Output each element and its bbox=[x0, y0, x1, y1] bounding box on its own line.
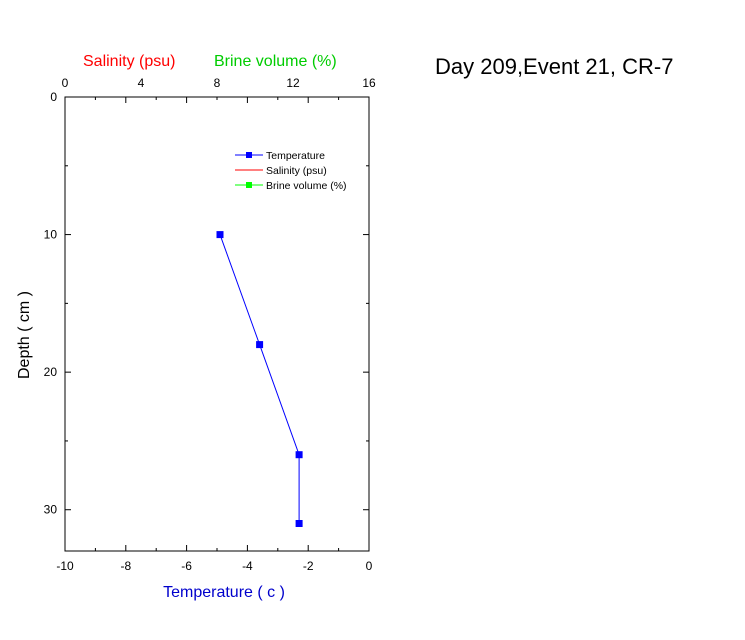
top-axis-label-brine: Brine volume (%) bbox=[214, 53, 337, 70]
x-axis-title: Temperature ( c ) bbox=[163, 584, 285, 601]
y-tick-label: 0 bbox=[50, 90, 57, 104]
x-tick-label: -6 bbox=[181, 559, 192, 573]
x-tick-label: -10 bbox=[56, 559, 74, 573]
y-tick-label: 20 bbox=[44, 365, 58, 379]
legend-label-brine: Brine volume (%) bbox=[266, 180, 347, 192]
top-tick-label: 8 bbox=[214, 76, 221, 90]
legend-marker-brine bbox=[246, 182, 252, 188]
top-tick-label: 4 bbox=[138, 76, 145, 90]
x-tick-label: -2 bbox=[303, 559, 314, 573]
top-tick-label: 16 bbox=[362, 76, 376, 90]
legend: Temperature Salinity (psu) Brine volume … bbox=[235, 150, 347, 192]
x-tick-label: -4 bbox=[242, 559, 253, 573]
data-point-2 bbox=[295, 451, 303, 459]
y-axis-title: Depth ( cm ) bbox=[16, 291, 33, 379]
top-tick-label: 0 bbox=[62, 76, 69, 90]
top-axis-label-salinity: Salinity (psu) bbox=[83, 53, 175, 70]
data-point-0 bbox=[216, 231, 224, 239]
data-point-1 bbox=[256, 341, 264, 349]
top-tick-label: 12 bbox=[286, 76, 300, 90]
x-tick-label: 0 bbox=[366, 559, 373, 573]
y-tick-label: 30 bbox=[44, 503, 58, 517]
y-tick-label: 10 bbox=[44, 228, 58, 242]
series-line-0 bbox=[219, 234, 300, 524]
series-layer bbox=[216, 231, 303, 527]
data-point-3 bbox=[295, 520, 303, 527]
legend-label-salinity: Salinity (psu) bbox=[266, 165, 327, 177]
legend-marker-temperature bbox=[246, 152, 252, 158]
x-tick-label: -8 bbox=[120, 559, 131, 573]
legend-label-temperature: Temperature bbox=[266, 150, 325, 162]
chart-title: Day 209,Event 21, CR-7 bbox=[435, 54, 673, 79]
